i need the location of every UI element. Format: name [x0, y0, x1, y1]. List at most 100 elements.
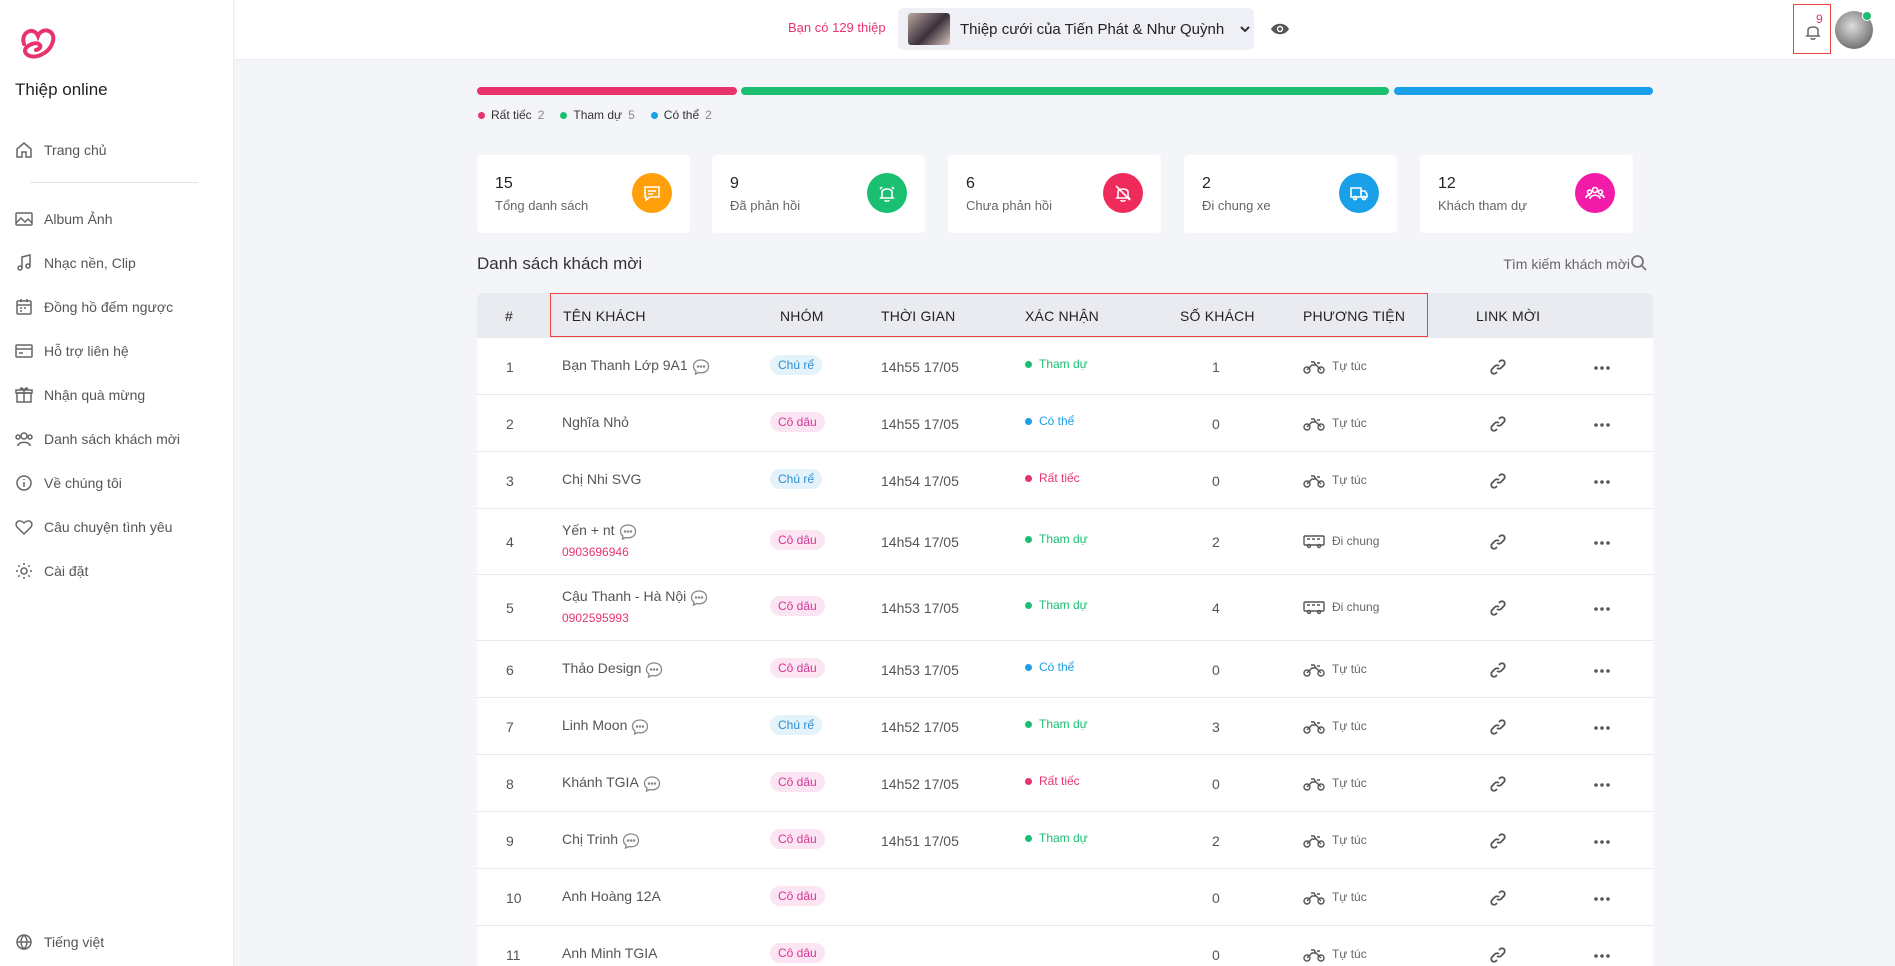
- sidebar-item-guests[interactable]: Danh sách khách mời: [14, 425, 180, 453]
- more-options-icon[interactable]: [1593, 365, 1611, 371]
- sidebar-item-about[interactable]: Về chúng tôi: [14, 469, 122, 497]
- table-row[interactable]: 3 Chị Nhi SVG Chú rể 14h54 17/05 Rất tiếc 0 Tự…: [477, 452, 1653, 509]
- sidebar-item-support[interactable]: Hỗ trợ liên hệ: [14, 337, 129, 365]
- invite-link-icon[interactable]: [1489, 533, 1507, 551]
- table-row[interactable]: 4 Yến + nt 0903696946 Cô dâu 14h54 17/05 Tham…: [477, 509, 1653, 575]
- guest-name[interactable]: Thảo Design: [562, 660, 642, 676]
- col-confirm[interactable]: XÁC NHẬN: [1025, 308, 1099, 324]
- stat-responded[interactable]: 9 Đã phản hồi: [712, 155, 925, 233]
- status-dot: [1025, 417, 1032, 425]
- table-row[interactable]: 1 Bạn Thanh Lớp 9A1 Chú rể 14h55 17/05 Tham …: [477, 338, 1653, 395]
- guest-name-cell[interactable]: Nghĩa Nhỏ: [562, 414, 629, 432]
- stat-total[interactable]: 15 Tổng danh sách: [477, 155, 690, 233]
- more-options-icon[interactable]: [1593, 606, 1611, 612]
- message-icon[interactable]: [690, 589, 708, 607]
- sidebar-item-album[interactable]: Album Ảnh: [14, 205, 112, 233]
- guest-name[interactable]: Anh Minh TGIA: [562, 945, 658, 961]
- invite-link-icon[interactable]: [1489, 718, 1507, 736]
- guest-phone[interactable]: 0903696946: [562, 545, 629, 559]
- guest-name[interactable]: Chị Nhi SVG: [562, 471, 642, 487]
- message-icon[interactable]: [631, 718, 649, 736]
- guest-name[interactable]: Nghĩa Nhỏ: [562, 414, 629, 430]
- sidebar-item-settings[interactable]: Cài đặt: [14, 557, 88, 585]
- table-row[interactable]: 5 Cậu Thanh - Hà Nội 0902595993 Cô dâu 14h53…: [477, 575, 1653, 641]
- message-icon[interactable]: [619, 523, 637, 541]
- guest-name-cell[interactable]: Anh Minh TGIA: [562, 945, 657, 963]
- more-options-icon[interactable]: [1593, 422, 1611, 428]
- invite-link-icon[interactable]: [1489, 832, 1507, 850]
- table-row[interactable]: 8 Khánh TGIA Cô dâu 14h52 17/05 Rất tiếc 0 Tự …: [477, 755, 1653, 812]
- card-selector[interactable]: Thiệp cưới của Tiến Phát & Như Quỳnh: [898, 8, 1254, 50]
- guest-name-cell[interactable]: Chị Trinh: [562, 831, 640, 850]
- rsvp-status: Tham dự: [1025, 598, 1088, 612]
- invite-link-icon[interactable]: [1489, 946, 1507, 964]
- col-group[interactable]: NHÓM: [780, 308, 824, 324]
- invite-link-icon[interactable]: [1489, 661, 1507, 679]
- guest-name[interactable]: Khánh TGIA: [562, 774, 639, 790]
- invite-link-icon[interactable]: [1489, 775, 1507, 793]
- message-icon[interactable]: [692, 358, 710, 376]
- eye-icon[interactable]: [1270, 19, 1290, 39]
- invite-link-icon[interactable]: [1489, 889, 1507, 907]
- guest-name[interactable]: Chị Trinh: [562, 831, 619, 847]
- search-icon[interactable]: [1630, 254, 1648, 272]
- guest-name-cell[interactable]: Bạn Thanh Lớp 9A1: [562, 357, 710, 376]
- guest-name-cell[interactable]: Chị Nhi SVG: [562, 471, 641, 489]
- message-icon[interactable]: [645, 661, 663, 679]
- sidebar-item-music[interactable]: Nhạc nền, Clip: [14, 249, 136, 277]
- sidebar-item-countdown[interactable]: Đồng hồ đếm ngược: [14, 293, 173, 321]
- more-options-icon[interactable]: [1593, 668, 1611, 674]
- stat-icon-wrap: [1575, 173, 1615, 213]
- guest-phone[interactable]: 0902595993: [562, 611, 629, 625]
- col-name[interactable]: TÊN KHÁCH: [563, 308, 646, 324]
- guest-search-input[interactable]: [1470, 252, 1630, 276]
- guest-name[interactable]: Cậu Thanh - Hà Nội: [562, 588, 687, 604]
- guest-name-cell[interactable]: Yến + nt 0903696946: [562, 522, 637, 559]
- col-time[interactable]: THỜI GIAN: [881, 308, 956, 324]
- sidebar-item-home[interactable]: Trang chủ: [14, 136, 107, 164]
- guest-name-cell[interactable]: Cậu Thanh - Hà Nội 0902595993: [562, 588, 708, 625]
- more-options-icon[interactable]: [1593, 479, 1611, 485]
- message-icon[interactable]: [643, 775, 661, 793]
- sidebar-item-label: Về chúng tôi: [44, 475, 122, 491]
- guest-name[interactable]: Anh Hoàng 12A: [562, 888, 661, 904]
- logo-icon[interactable]: [16, 22, 62, 64]
- message-icon[interactable]: [622, 832, 640, 850]
- more-options-icon[interactable]: [1593, 782, 1611, 788]
- table-row[interactable]: 6 Thảo Design Cô dâu 14h53 17/05 Có thể 0 Tự t…: [477, 641, 1653, 698]
- more-options-icon[interactable]: [1593, 839, 1611, 845]
- table-row[interactable]: 10 Anh Hoàng 12A Cô dâu 0 Tự túc: [477, 869, 1653, 926]
- guest-name-cell[interactable]: Khánh TGIA: [562, 774, 661, 793]
- stat-attending-guests[interactable]: 12 Khách tham dự: [1420, 155, 1633, 233]
- sidebar-item-love-story[interactable]: Câu chuyện tình yêu: [14, 513, 172, 541]
- guest-name-cell[interactable]: Thảo Design: [562, 660, 663, 679]
- guest-name[interactable]: Linh Moon: [562, 717, 628, 733]
- invite-link-icon[interactable]: [1489, 472, 1507, 490]
- more-options-icon[interactable]: [1593, 953, 1611, 959]
- guest-name[interactable]: Bạn Thanh Lớp 9A1: [562, 357, 688, 373]
- sidebar-item-gifts[interactable]: Nhận quà mừng: [14, 381, 145, 409]
- language-selector[interactable]: Tiếng việt: [14, 928, 104, 956]
- table-header: # TÊN KHÁCH NHÓM THỜI GIAN XÁC NHẬN SỐ K…: [477, 293, 1653, 338]
- more-options-icon[interactable]: [1593, 896, 1611, 902]
- table-row[interactable]: 11 Anh Minh TGIA Cô dâu 0 Tự túc: [477, 926, 1653, 966]
- guest-count: 0: [1212, 662, 1220, 678]
- guest-name-cell[interactable]: Linh Moon: [562, 717, 649, 736]
- col-guests[interactable]: SỐ KHÁCH: [1180, 308, 1255, 324]
- stat-no-response[interactable]: 6 Chưa phản hồi: [948, 155, 1161, 233]
- invite-link-icon[interactable]: [1489, 599, 1507, 617]
- invite-link-icon[interactable]: [1489, 415, 1507, 433]
- notification-button[interactable]: 9: [1793, 4, 1831, 54]
- motorbike-icon: [1303, 778, 1325, 791]
- more-options-icon[interactable]: [1593, 540, 1611, 546]
- guest-name-cell[interactable]: Anh Hoàng 12A: [562, 888, 661, 906]
- table-row[interactable]: 7 Linh Moon Chú rể 14h52 17/05 Tham dự 3 Tự tú…: [477, 698, 1653, 755]
- stat-carpool[interactable]: 2 Đi chung xe: [1184, 155, 1397, 233]
- table-row[interactable]: 9 Chị Trinh Cô dâu 14h51 17/05 Tham dự 2 Tự tú…: [477, 812, 1653, 869]
- col-transport[interactable]: PHƯƠNG TIỆN: [1303, 308, 1406, 324]
- transport-cell: Tự túc: [1302, 888, 1367, 906]
- invite-link-icon[interactable]: [1489, 358, 1507, 376]
- table-row[interactable]: 2 Nghĩa Nhỏ Cô dâu 14h55 17/05 Có thể 0 Tự túc: [477, 395, 1653, 452]
- guest-name[interactable]: Yến + nt: [562, 522, 615, 538]
- more-options-icon[interactable]: [1593, 725, 1611, 731]
